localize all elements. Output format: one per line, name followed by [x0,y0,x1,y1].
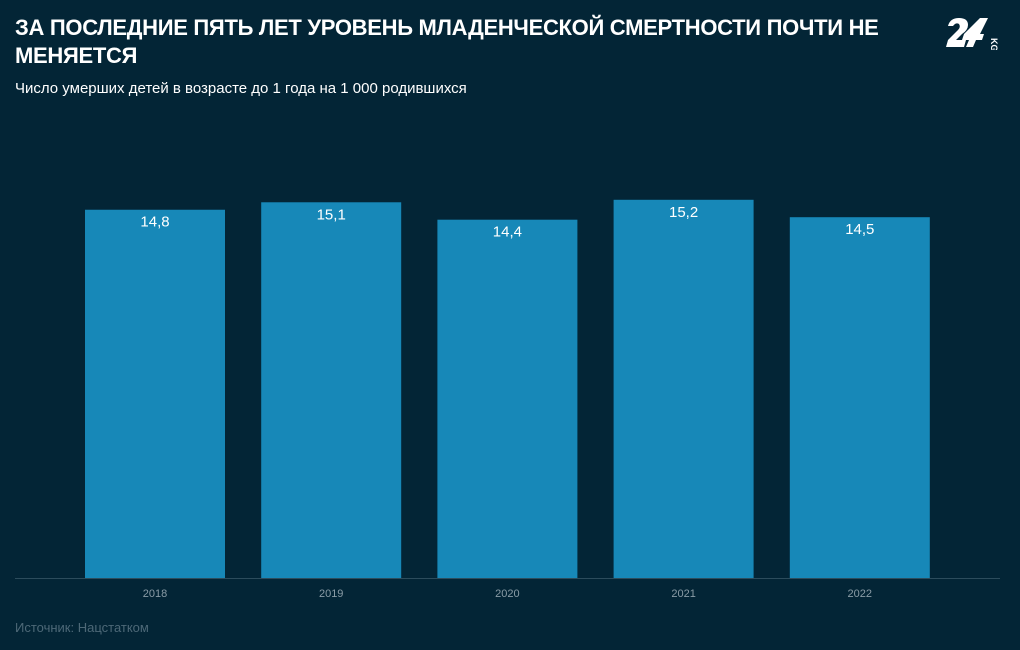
svg-text:KG: KG [989,38,999,50]
bar-2019 [261,202,402,578]
chart-title: ЗА ПОСЛЕДНИЕ ПЯТЬ ЛЕТ УРОВЕНЬ МЛАДЕНЧЕСК… [15,15,879,68]
x-tick-label-2018: 2018 [143,588,167,600]
bar-2020 [437,219,578,578]
bar-2021 [613,199,754,578]
x-tick-label-2022: 2022 [848,588,872,600]
x-tick-label-2019: 2019 [319,588,343,600]
chart-subtitle: Число умерших детей в возрасте до 1 года… [15,80,467,97]
bar-2022 [789,217,930,579]
data-label-2019: 15,1 [317,206,346,223]
bar-2018 [85,209,225,578]
x-tick-label-2020: 2020 [495,588,519,600]
data-label-2022: 14,5 [845,221,874,238]
data-label-2020: 14,4 [493,224,522,241]
x-tick-label-2021: 2021 [671,588,695,600]
data-label-2018: 14,8 [140,214,169,231]
data-label-2021: 15,2 [669,204,698,221]
logo-24kg-icon: KG [944,16,1000,55]
source-note: Источник: Нацстатком [15,620,149,635]
